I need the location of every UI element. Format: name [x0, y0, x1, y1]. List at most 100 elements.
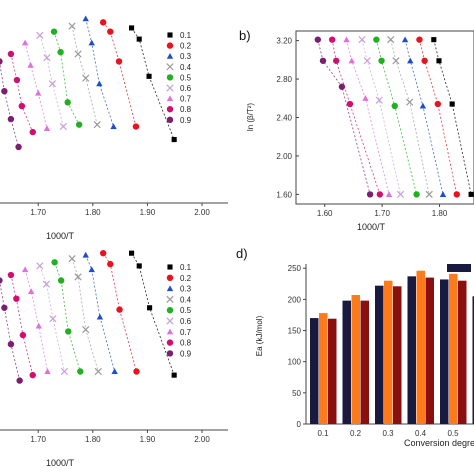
y-tick-label: 2.80	[276, 75, 292, 84]
panel-c-x-axis-label: 1000/T	[46, 458, 75, 468]
data-point-0.3	[82, 251, 89, 258]
data-point-0.2	[416, 36, 423, 43]
panel-c-series-layer	[0, 249, 177, 384]
data-point-0.8	[7, 271, 15, 279]
panel-a: 1.70 1.80 1.90 2.00 1000/T 0.10.20.30.40.50…	[0, 15, 228, 241]
legend-label-0.7: 0.7	[180, 95, 192, 104]
bar-0.4-series-3	[425, 277, 434, 424]
data-point-0.2	[133, 368, 140, 375]
data-point-0.6	[358, 36, 366, 44]
data-point-0.6	[49, 315, 57, 323]
y-tick-label: 100	[288, 358, 302, 367]
data-point-0.1	[129, 25, 135, 31]
data-point-0.3	[82, 15, 89, 22]
data-point-0.5	[65, 328, 72, 335]
legend-label-0.8: 0.8	[180, 105, 192, 114]
data-point-0.8	[13, 76, 21, 84]
panel-b-label: b)	[239, 28, 251, 43]
bar-0.5-series-2	[449, 273, 458, 424]
legend-marker-0.5	[166, 307, 174, 314]
legend-label-0.1: 0.1	[180, 263, 192, 272]
data-point-0.1	[171, 136, 177, 143]
series-line-0.3	[404, 39, 444, 195]
data-point-0.2	[434, 100, 442, 108]
data-point-0.6	[363, 57, 371, 65]
panel-b-x-axis-label: 1000/T	[357, 222, 386, 232]
data-point-0.6	[48, 80, 57, 88]
series-line-0.5	[53, 31, 80, 125]
legend-label-0.4: 0.4	[180, 63, 192, 72]
series-line-0.8	[10, 53, 34, 133]
data-point-0.4	[68, 22, 76, 30]
data-point-0.1	[129, 250, 135, 256]
data-point-0.7	[21, 39, 29, 46]
series-line-0.9	[0, 62, 19, 148]
panel-d-y-ticks: 0 50 100 150 200 250	[288, 264, 306, 429]
y-tick-label: 150	[288, 327, 302, 336]
panel-d-y-axis-label: Ea (kJ/mol)	[255, 315, 264, 356]
legend-label-0.3: 0.3	[180, 285, 192, 294]
y-tick-label: 200	[288, 295, 302, 304]
series-line-0.4	[71, 258, 99, 372]
data-point-0.2	[99, 249, 107, 257]
data-point-0.7	[44, 368, 51, 375]
legend-marker-0.7	[166, 95, 174, 102]
data-point-0.3	[401, 36, 409, 43]
legend-label-0.5: 0.5	[180, 73, 192, 82]
data-point-0.5	[413, 191, 420, 198]
panel-d-label: d)	[236, 246, 248, 261]
legend-marker-0.3	[166, 285, 174, 292]
data-point-0.7	[348, 57, 355, 64]
x-tick-label: 0.2	[350, 429, 362, 438]
legend-label-0.7: 0.7	[180, 328, 192, 337]
data-point-0.4	[94, 367, 102, 376]
y-tick-label: 1.60	[276, 190, 292, 199]
bar-0.3-series-1	[375, 285, 384, 424]
data-point-0.9	[7, 115, 15, 123]
panel-a-legend: 0.1 0.20.3 0.40.5 0.6 0.70.8 0.9	[166, 31, 192, 125]
legend-marker-0.6	[166, 317, 174, 325]
data-point-0.7	[362, 95, 369, 101]
panel-c-legend: 0.1 0.2 0.30.4 0.5 0.6 0.7 0.80.9	[166, 263, 192, 358]
data-point-0.1	[431, 37, 437, 43]
x-tick-label: 1.80	[432, 209, 448, 218]
series-line-0.1	[131, 27, 175, 140]
data-point-0.4	[82, 74, 90, 82]
legend-marker-0.4	[166, 295, 174, 304]
series-line-0.3	[85, 18, 114, 127]
data-point-0.4	[82, 326, 90, 334]
y-tick-label: 250	[288, 264, 302, 273]
legend-label-0.5: 0.5	[180, 306, 192, 315]
data-point-0.9	[0, 277, 3, 284]
bar-0.5-series-3	[458, 280, 467, 424]
x-tick-label: 1.80	[85, 435, 101, 444]
series-line-0.7	[24, 42, 48, 129]
legend-label-0.1: 0.1	[180, 31, 192, 40]
series-line-0.2	[102, 252, 137, 372]
data-point-0.8	[29, 371, 36, 379]
x-tick-label: 2.00	[194, 208, 210, 217]
data-point-0.1	[171, 372, 177, 378]
data-point-0.7	[343, 36, 350, 43]
x-tick-label: 0.4	[415, 429, 427, 438]
data-point-0.4	[425, 190, 433, 199]
data-point-0.9	[15, 143, 22, 151]
data-point-0.5	[373, 36, 380, 43]
legend-marker-0.5	[166, 74, 174, 81]
legend-label-0.9: 0.9	[180, 349, 192, 358]
data-point-0.2	[99, 19, 107, 26]
data-point-0.8	[18, 102, 26, 110]
data-point-0.6	[42, 280, 51, 288]
data-point-0.5	[391, 102, 398, 110]
data-point-0.9	[1, 304, 8, 311]
panel-b-series-layer	[314, 36, 474, 199]
data-point-0.4	[387, 36, 395, 44]
data-point-0.1	[136, 263, 142, 269]
data-point-0.3	[111, 368, 118, 375]
data-point-0.1	[436, 58, 442, 64]
data-point-0.9	[1, 87, 8, 95]
data-point-0.9	[7, 340, 15, 348]
x-tick-label: 1.70	[30, 208, 46, 217]
data-point-0.8	[376, 191, 384, 198]
series-line-0.4	[390, 39, 430, 195]
